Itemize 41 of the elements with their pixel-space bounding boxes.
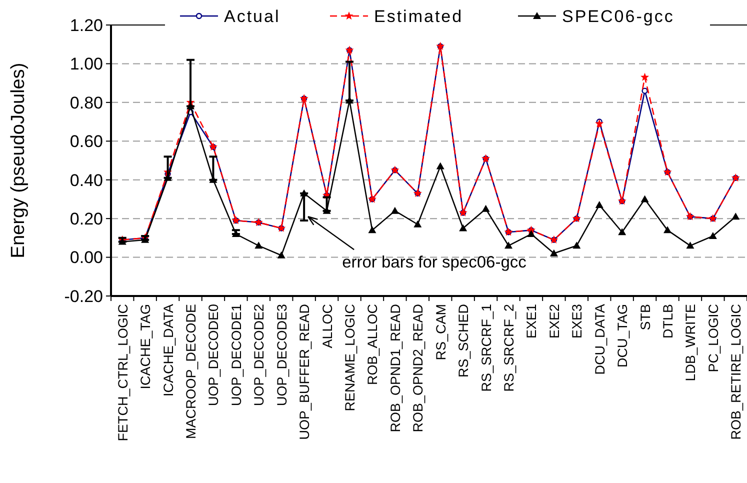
x-tick-label: ICACHE_TAG <box>138 304 154 390</box>
x-tick-label: FETCH_CTRL_LOGIC <box>115 304 130 442</box>
y-tick-label: 0.00 <box>70 248 103 268</box>
x-tick-label: UOP_BUFFER_READ <box>297 304 312 440</box>
x-tick-label: RS_SRCRF_1 <box>478 304 494 392</box>
x-tick-label: PC_LOGIC <box>706 304 721 372</box>
y-tick-label: 1.20 <box>70 16 103 35</box>
x-tick-label: EXE2 <box>546 304 562 339</box>
y-tick-label: 1.00 <box>70 54 103 74</box>
x-tick-label: RS_SCHED <box>456 304 472 378</box>
x-tick-label: RENAME_LOGIC <box>342 304 358 412</box>
x-tick-label: ROB_ALLOC <box>365 304 380 386</box>
x-tick-label: EXE1 <box>524 304 540 339</box>
y-axis-title: Energy (pseudoJoules) <box>8 62 29 258</box>
x-tick-label: LDB_WRITE <box>683 304 698 382</box>
y-tick-label: 0.40 <box>70 170 103 190</box>
legend-label: SPEC06-gcc <box>562 6 674 26</box>
x-tick-label: ALLOC <box>320 304 335 348</box>
y-tick-label: 0.60 <box>70 132 103 152</box>
x-tick-label: UOP_DECODE3 <box>274 304 290 406</box>
x-tick-label: ROB_RETIRE_LOGIC <box>728 304 744 440</box>
y-tick-label: -0.20 <box>64 286 103 306</box>
legend-label: Actual <box>224 6 280 26</box>
x-tick-label: UOP_DECODE0 <box>206 304 222 406</box>
x-tick-label: UOP_DECODE2 <box>252 304 267 406</box>
x-tick-label: EXE3 <box>570 304 585 339</box>
x-tick-label: RS_SRCRF_2 <box>502 304 516 392</box>
x-tick-label: ROB_OPND1_READ <box>388 304 403 432</box>
x-tick-label: ROB_OPND2_READ <box>410 304 426 432</box>
x-tick-label: DCU_TAG <box>615 304 630 368</box>
y-tick-label: 0.80 <box>70 93 103 112</box>
x-tick-label: DCU_DATA <box>592 304 608 375</box>
legend-label: Estimated <box>374 6 464 26</box>
x-tick-label: MACROOP_DECODE <box>184 304 198 440</box>
annotation: error bars for spec06-gcc <box>342 254 526 272</box>
x-tick-label: DTLB <box>660 304 676 339</box>
x-tick-label: STB <box>638 304 653 330</box>
x-tick-label: RS_CAM <box>433 304 448 360</box>
x-tick-label: UOP_DECODE1 <box>228 304 244 406</box>
y-tick-label: 0.20 <box>70 210 103 229</box>
x-tick-label: ICACHE_DATA <box>160 304 176 397</box>
